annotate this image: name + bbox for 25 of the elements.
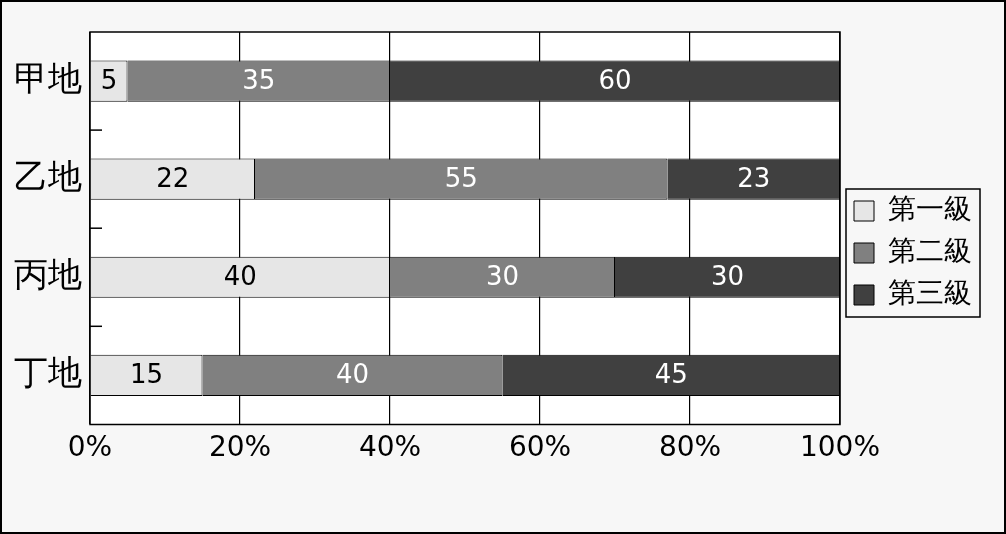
data-label: 55: [444, 162, 478, 193]
x-tick-label: 20%: [208, 430, 272, 464]
data-label: 45: [654, 359, 688, 390]
data-label: 40: [335, 359, 370, 390]
data-label: 22: [156, 162, 190, 193]
x-tick-label: 60%: [508, 430, 572, 464]
x-tick-label: 100%: [799, 430, 881, 464]
data-label: 30: [710, 261, 745, 291]
data-label: 15: [130, 359, 164, 390]
y-tick-label: 丙地: [14, 254, 82, 295]
data-label: 60: [598, 64, 632, 95]
x-tick-label: 0%: [67, 430, 113, 464]
x-tick-label: 80%: [658, 430, 722, 464]
legend-label: 第三級: [888, 276, 972, 310]
data-label: 35: [242, 64, 276, 95]
x-tick-label: 40%: [358, 430, 422, 464]
data-label: 30: [485, 261, 520, 291]
y-tick-label: 甲地: [14, 57, 82, 98]
data-label: 40: [223, 261, 257, 291]
legend-label: 第二級: [888, 234, 972, 268]
data-label: 5: [100, 64, 118, 95]
data-label: 23: [737, 162, 771, 193]
legend-label: 第一級: [888, 192, 972, 226]
y-tick-label: 乙地: [14, 155, 82, 196]
y-tick-label: 丁地: [14, 352, 82, 393]
